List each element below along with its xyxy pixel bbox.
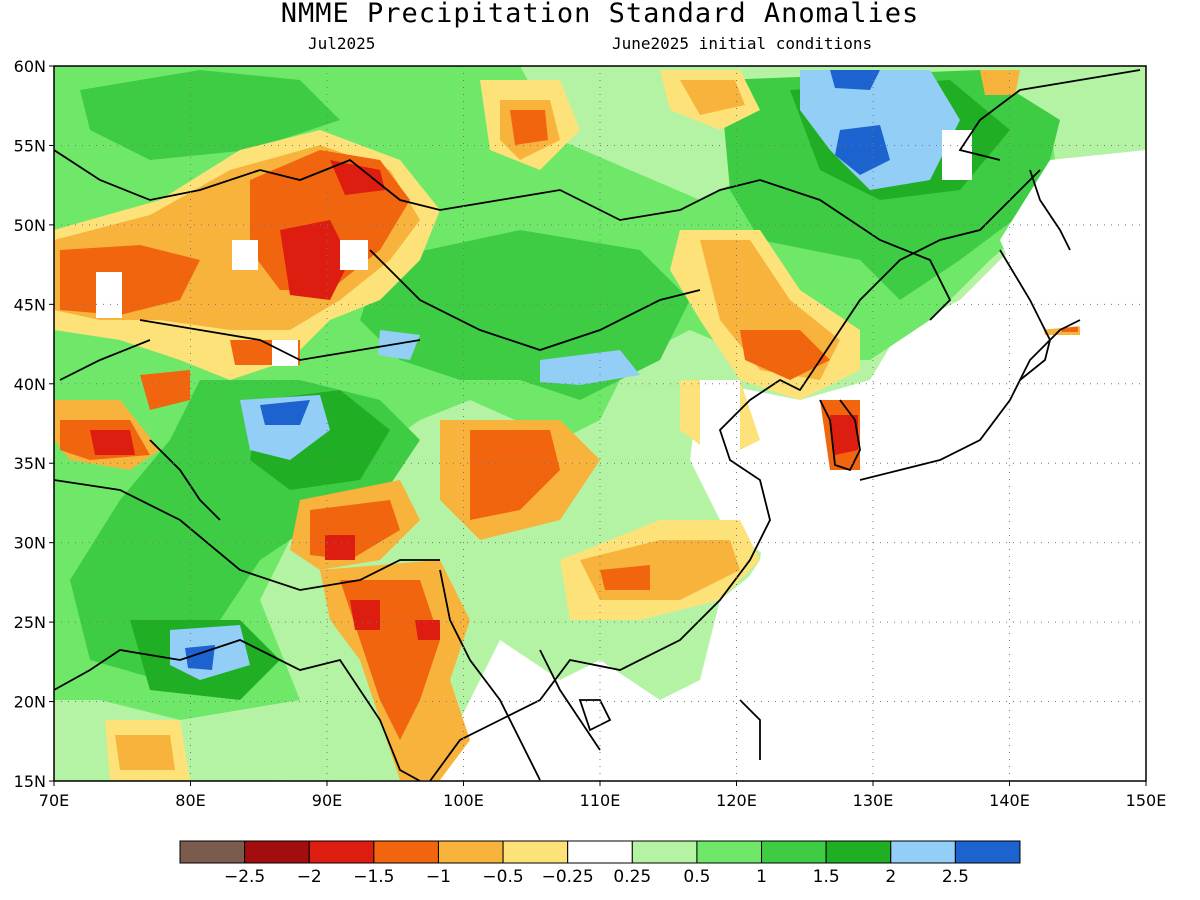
colorbar-label: −1.5 (353, 867, 394, 887)
colorbar-swatch (631, 840, 698, 864)
colorbar-label: 1.5 (813, 867, 840, 887)
lon-tick-label: 130E (853, 791, 894, 810)
colorbar-swatch (373, 840, 439, 864)
colorbar: −2.5 −2 −1.5 −1 −0.5 −0.25 0.25 0.5 1 1.5 2 2.5 (179, 840, 1021, 887)
lon-tick-label: 120E (716, 791, 757, 810)
colorbar-swatch (761, 840, 827, 864)
colorbar-swatch (567, 840, 633, 864)
lat-tick-label: 50N (14, 216, 46, 235)
lat-tick-label: 35N (14, 454, 46, 473)
map-title: NMME Precipitation Standard Anomalies (280, 0, 920, 29)
anomaly-shading (54, 66, 1146, 781)
colorbar-label: −2 (297, 867, 322, 887)
colorbar-swatch (890, 840, 956, 864)
lon-tick-label: 150E (1126, 791, 1167, 810)
colorbar-label: −0.5 (482, 867, 523, 887)
initial-conditions: June2025 initial conditions (612, 34, 873, 53)
colorbar-label: 0.5 (683, 867, 710, 887)
lon-tick-label: 100E (443, 791, 484, 810)
colorbar-label: −0.25 (542, 867, 594, 887)
lat-tick-label: 45N (14, 295, 46, 314)
lat-tick-label: 20N (14, 693, 46, 712)
colorbar-swatch (825, 840, 892, 864)
lon-tick-label: 90E (312, 791, 342, 810)
lon-tick-label: 110E (580, 791, 621, 810)
lon-tick-label: 140E (989, 791, 1030, 810)
coastlines-borders (54, 69, 1141, 781)
lat-tick-label: 15N (14, 772, 46, 791)
colorbar-swatch (696, 840, 763, 864)
colorbar-swatch (179, 840, 246, 864)
lat-tick-label: 55N (14, 136, 46, 155)
lat-tick-label: 25N (14, 613, 46, 632)
lon-tick-label: 80E (175, 791, 205, 810)
colorbar-swatch (502, 840, 569, 864)
colorbar-label: −1 (426, 867, 451, 887)
colorbar-label: 1 (756, 867, 767, 887)
colorbar-swatch (244, 840, 310, 864)
lon-tick-label: 70E (39, 791, 69, 810)
forecast-month: Jul2025 (308, 34, 376, 53)
colorbar-swatch (437, 840, 504, 864)
lat-tick-label: 60N (14, 57, 46, 76)
colorbar-swatch (308, 840, 375, 864)
colorbar-label: −2.5 (224, 867, 265, 887)
colorbar-label: 2.5 (942, 867, 969, 887)
graticule (54, 66, 1146, 781)
longitude-axis: 70E 80E 90E 100E 110E 120E 130E 140E 150E (39, 781, 1167, 810)
colorbar-label: 0.25 (613, 867, 651, 887)
lat-tick-label: 40N (14, 375, 46, 394)
latitude-axis: 15N 20N 25N 30N 35N 40N 45N 50N 55N 60N (14, 57, 54, 791)
colorbar-label: 2 (885, 867, 896, 887)
lat-tick-label: 30N (14, 534, 46, 553)
colorbar-swatch (954, 840, 1021, 864)
